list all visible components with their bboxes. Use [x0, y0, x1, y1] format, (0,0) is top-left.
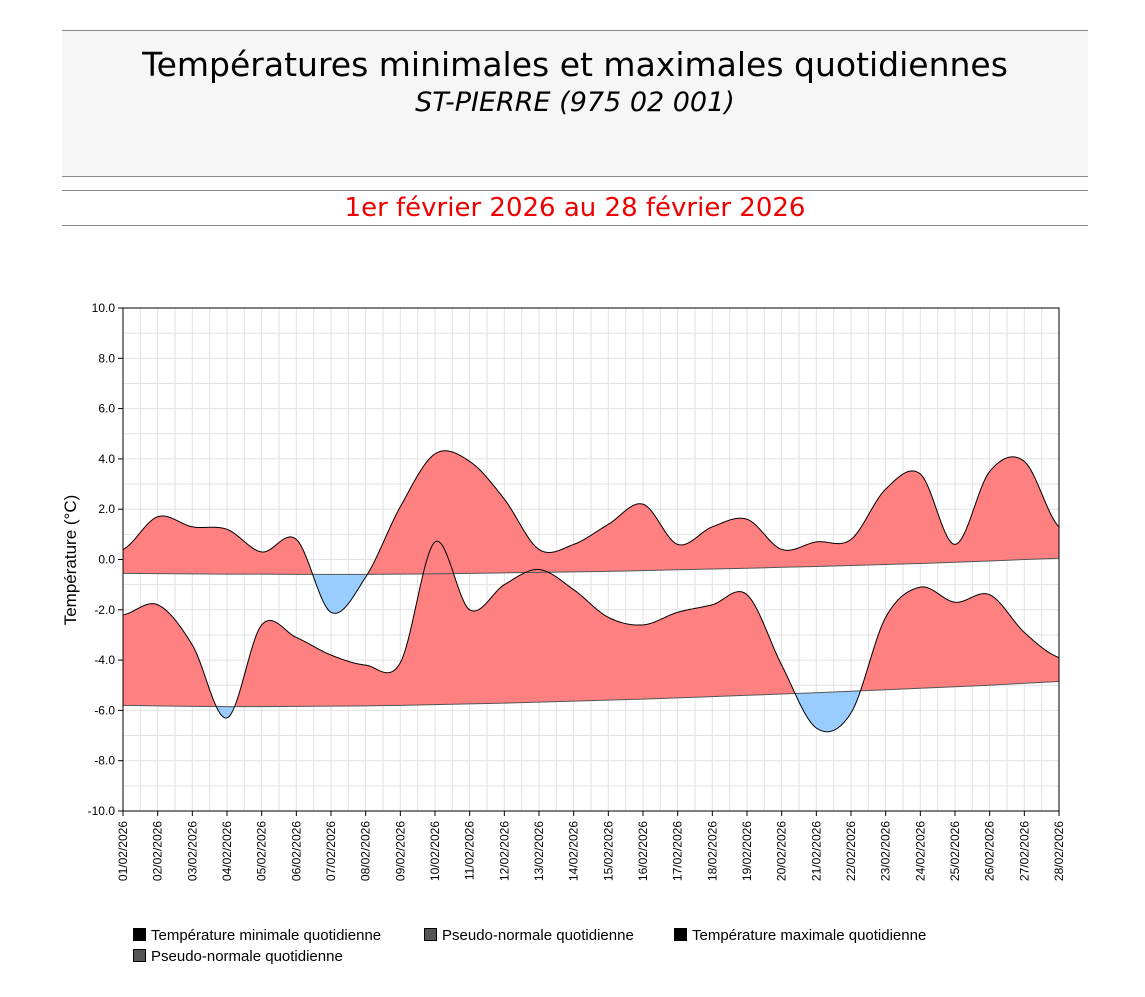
legend-swatch-icon: [133, 928, 146, 941]
y-tick-label: 4.0: [98, 452, 115, 466]
x-tick-label: 10/02/2026: [428, 821, 442, 881]
y-tick-label: -6.0: [94, 703, 115, 717]
x-tick-label: 24/02/2026: [913, 821, 927, 881]
period-box: 1er février 2026 au 28 février 2026: [62, 190, 1088, 226]
x-tick-label: 20/02/2026: [775, 821, 789, 881]
y-axis-label: Température (°C): [61, 495, 80, 626]
y-tick-label: -10.0: [88, 804, 116, 818]
x-tick-label: 22/02/2026: [844, 821, 858, 881]
above-normal-area-max: [123, 450, 1059, 575]
y-tick-label: 10.0: [92, 301, 116, 315]
legend-item-normal-min: Pseudo-normale quotidienne: [424, 927, 634, 944]
x-tick-label: 26/02/2026: [983, 821, 997, 881]
y-axis-ticks: 10.0 8.0 6.0 4.0 2.0 0.0 -2.0 -4.0 -6.0 -8.0 -10.0: [88, 301, 123, 818]
max-temperature-line: [123, 450, 1059, 614]
legend-label: Pseudo-normale quotidienne: [442, 927, 634, 944]
x-tick-label: 19/02/2026: [740, 821, 754, 881]
x-tick-label: 09/02/2026: [393, 821, 407, 881]
x-tick-label: 28/02/2026: [1052, 821, 1066, 881]
x-tick-label: 21/02/2026: [809, 821, 823, 881]
normal-min-line: [123, 680, 1059, 708]
y-tick-label: -2.0: [94, 603, 115, 617]
min-temperature-line: [123, 540, 1059, 733]
y-tick-label: 6.0: [98, 402, 115, 416]
y-tick-label: 2.0: [98, 502, 115, 516]
x-tick-label: 12/02/2026: [497, 821, 511, 881]
x-tick-label: 07/02/2026: [324, 821, 338, 881]
legend-swatch-icon: [424, 928, 437, 941]
station-subtitle: ST-PIERRE (975 02 001): [415, 87, 735, 118]
x-tick-label: 03/02/2026: [185, 821, 199, 881]
x-tick-label: 02/02/2026: [151, 821, 165, 881]
y-tick-label: -8.0: [94, 754, 115, 768]
x-tick-label: 23/02/2026: [879, 821, 893, 881]
below-normal-area-min: [123, 681, 1059, 732]
x-axis-ticks: 01/02/2026 02/02/2026 03/02/2026 04/02/2026…: [116, 811, 1066, 881]
series-lines: [123, 450, 1059, 733]
x-tick-label: 11/02/2026: [463, 821, 477, 880]
x-tick-label: 14/02/2026: [567, 821, 581, 881]
y-tick-label: 8.0: [98, 351, 115, 365]
y-tick-label: -4.0: [94, 653, 115, 667]
x-tick-label: 06/02/2026: [289, 821, 303, 881]
x-tick-label: 15/02/2026: [601, 821, 615, 881]
x-tick-label: 08/02/2026: [359, 821, 373, 881]
x-tick-label: 01/02/2026: [116, 821, 130, 881]
y-tick-label: 0.0: [98, 553, 115, 567]
x-tick-label: 18/02/2026: [705, 821, 719, 881]
normal-max-line: [123, 557, 1059, 575]
page-title: Températures minimales et maximales quot…: [142, 45, 1008, 84]
legend-label: Température maximale quotidienne: [692, 927, 927, 944]
legend-label: Pseudo-normale quotidienne: [151, 948, 343, 965]
x-tick-label: 13/02/2026: [532, 821, 546, 881]
legend-item-max: Température maximale quotidienne: [674, 927, 926, 944]
x-tick-label: 05/02/2026: [255, 821, 269, 881]
period-label: 1er février 2026 au 28 février 2026: [344, 193, 806, 223]
x-tick-label: 16/02/2026: [636, 821, 650, 881]
legend-swatch-icon: [674, 928, 687, 941]
legend-item-normal-max: Pseudo-normale quotidienne: [133, 948, 343, 965]
area-fills: [123, 450, 1059, 732]
legend-label: Température minimale quotidienne: [151, 927, 382, 944]
x-tick-label: 04/02/2026: [220, 821, 234, 881]
above-normal-area-min: [123, 541, 1059, 707]
header-box: Températures minimales et maximales quot…: [62, 30, 1088, 177]
x-tick-label: 25/02/2026: [948, 821, 962, 881]
legend-item-min: Température minimale quotidienne: [133, 927, 381, 944]
x-tick-label: 27/02/2026: [1017, 821, 1031, 881]
legend-swatch-icon: [133, 949, 146, 962]
x-tick-label: 17/02/2026: [671, 821, 685, 881]
